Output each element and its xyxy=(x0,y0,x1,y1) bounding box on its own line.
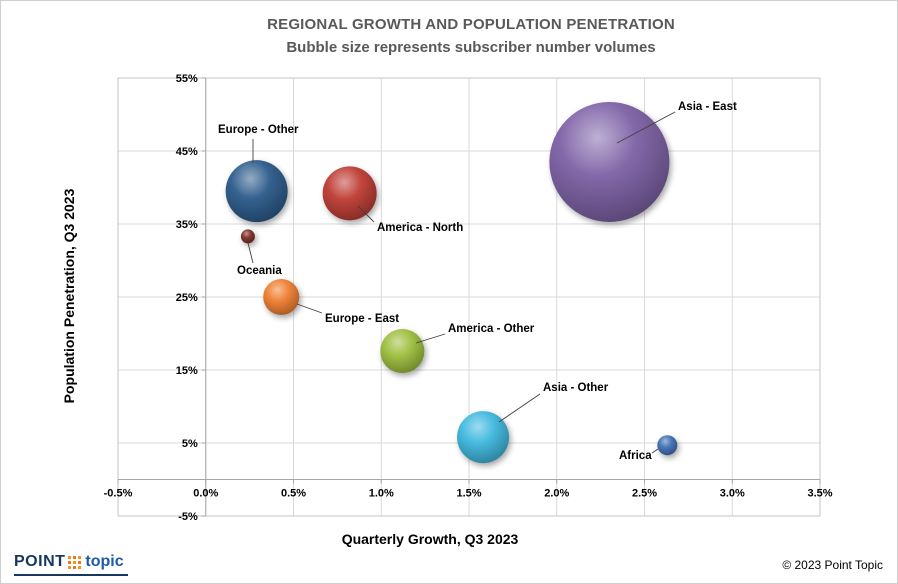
bubble-label: America - North xyxy=(377,222,463,234)
x-tick-label: 1.5% xyxy=(456,488,481,500)
bubble-label: Oceania xyxy=(237,265,282,277)
bubble-oceania xyxy=(240,229,255,244)
y-tick-label: -5% xyxy=(178,511,198,523)
bubble-europe-east xyxy=(263,279,300,315)
logo-text-topic: topic xyxy=(85,553,124,570)
chart-title: REGIONAL GROWTH AND POPULATION PENETRATI… xyxy=(267,16,675,33)
leader-line xyxy=(415,333,446,344)
bubble-europe-other xyxy=(225,160,288,223)
x-tick-label: 3.0% xyxy=(720,488,745,500)
x-tick-label: 2.5% xyxy=(632,488,657,500)
bubble-label: Africa xyxy=(619,450,652,462)
x-tick-label: 1.0% xyxy=(369,488,394,500)
x-tick-label: 3.5% xyxy=(807,488,832,500)
bubble-asia-east xyxy=(549,101,670,222)
leader-line xyxy=(651,448,659,454)
x-tick-label: 2.0% xyxy=(544,488,569,500)
copyright-text: © 2023 Point Topic xyxy=(782,558,883,572)
x-tick-label: -0.5% xyxy=(104,488,133,500)
bubble-america-north xyxy=(322,166,377,221)
leader-line xyxy=(616,111,676,144)
y-axis-title: Population Penetration, Q3 2023 xyxy=(61,188,77,404)
y-tick-label: 35% xyxy=(176,219,198,231)
logo-dots-icon xyxy=(68,555,82,569)
plot-border xyxy=(117,77,821,517)
point-topic-logo: POINT topic xyxy=(14,553,128,576)
y-tick-label: 45% xyxy=(176,146,198,158)
bubble-america-other xyxy=(380,329,425,374)
bubble-label: Europe - East xyxy=(325,313,399,325)
y-tick-label: 5% xyxy=(182,438,198,450)
y-tick-label: 25% xyxy=(176,292,198,304)
bubble-asia-other xyxy=(457,411,510,464)
y-tick-label: 55% xyxy=(176,73,198,85)
bubble-label: Europe - Other xyxy=(218,124,299,136)
leader-line xyxy=(498,393,541,423)
leader-line xyxy=(247,242,254,264)
x-axis-title: Quarterly Growth, Q3 2023 xyxy=(341,531,519,547)
leader-line xyxy=(357,205,375,223)
x-tick-label: 0.5% xyxy=(281,488,306,500)
y-tick-label: 15% xyxy=(176,365,198,377)
x-tick-label: 0.0% xyxy=(193,488,218,500)
bubble-label: Asia - Other xyxy=(543,382,609,394)
leader-line xyxy=(296,303,323,314)
chart-subtitle: Bubble size represents subscriber number… xyxy=(286,39,656,56)
logo-text-point: POINT xyxy=(14,553,66,570)
bubble-label: America - Other xyxy=(448,323,535,335)
bubble-africa xyxy=(657,435,678,456)
bubble-label: Asia - East xyxy=(678,101,737,113)
